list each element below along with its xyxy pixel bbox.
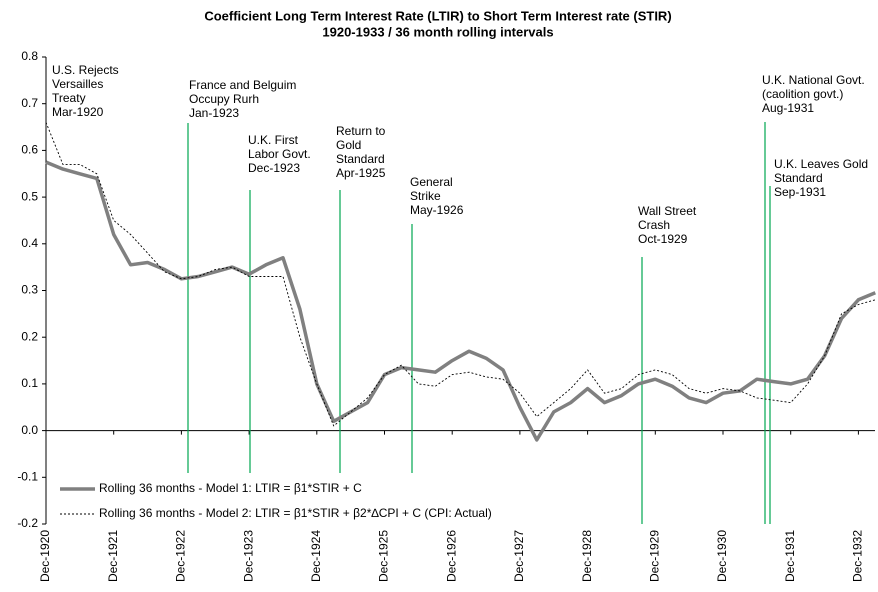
y-tick-label: 0.1 [21, 376, 38, 390]
event-label: Crash [638, 218, 670, 232]
event-label: U.K. Leaves Gold [774, 157, 868, 171]
event-label: France and Belguim [189, 78, 296, 92]
event-label: Apr-1925 [336, 166, 386, 180]
legend-label: Rolling 36 months - Model 1: LTIR = β1*S… [99, 481, 362, 495]
x-tick-label: Dec-1928 [580, 530, 594, 582]
x-tick-label: Dec-1920 [38, 530, 52, 582]
chart-title: Coefficient Long Term Interest Rate (LTI… [204, 8, 671, 23]
event-label: U.S. Rejects [52, 63, 119, 77]
x-tick-label: Dec-1924 [309, 530, 323, 582]
event-label: Labor Govt. [248, 147, 311, 161]
y-tick-label: -0.1 [17, 469, 38, 483]
x-tick-label: Dec-1929 [647, 530, 661, 582]
x-tick-label: Dec-1932 [851, 530, 865, 582]
event-label: U.K. First [248, 133, 299, 147]
y-tick-label: 0.7 [21, 96, 38, 110]
x-tick-label: Dec-1927 [512, 530, 526, 582]
event-label: Treaty [52, 91, 86, 105]
event-label: Dec-1923 [248, 161, 300, 175]
x-tick-label: Dec-1926 [444, 530, 458, 582]
x-tick-label: Dec-1930 [715, 530, 729, 582]
event-label: Strike [410, 189, 441, 203]
event-label: Versailles [52, 77, 103, 91]
event-label: U.K. National Govt. [762, 73, 865, 87]
y-tick-label: -0.2 [17, 516, 38, 530]
event-label: Wall Street [638, 204, 697, 218]
event-label: Occupy Rurh [189, 92, 259, 106]
event-label: May-1926 [410, 203, 464, 217]
y-tick-label: 0.2 [21, 329, 38, 343]
x-tick-label: Dec-1922 [174, 530, 188, 582]
event-label: (caolition govt.) [762, 87, 843, 101]
x-tick-label: Dec-1923 [241, 530, 255, 582]
event-label: Aug-1931 [762, 101, 814, 115]
y-tick-label: 0.5 [21, 189, 38, 203]
y-tick-label: 0.6 [21, 143, 38, 157]
event-label: Mar-1920 [52, 105, 104, 119]
event-label: General [410, 175, 453, 189]
event-label: Jan-1923 [189, 106, 239, 120]
series-line [45, 122, 876, 427]
event-label: Sep-1931 [774, 185, 826, 199]
event-label: Oct-1929 [638, 232, 688, 246]
event-label: Standard [336, 152, 385, 166]
legend-label: Rolling 36 months - Model 2: LTIR = β1*S… [99, 506, 492, 520]
event-label: Gold [336, 138, 361, 152]
y-tick-label: 0.3 [21, 283, 38, 297]
y-tick-label: 0.8 [21, 49, 38, 63]
x-tick-label: Dec-1921 [106, 530, 120, 582]
event-label: Standard [774, 171, 823, 185]
y-tick-label: 0.4 [21, 236, 38, 250]
chart-subtitle: 1920-1933 / 36 month rolling intervals [322, 24, 553, 39]
x-tick-label: Dec-1931 [783, 530, 797, 582]
y-tick-label: 0.0 [21, 423, 38, 437]
x-tick-label: Dec-1925 [377, 530, 391, 582]
event-label: Return to [336, 124, 386, 138]
